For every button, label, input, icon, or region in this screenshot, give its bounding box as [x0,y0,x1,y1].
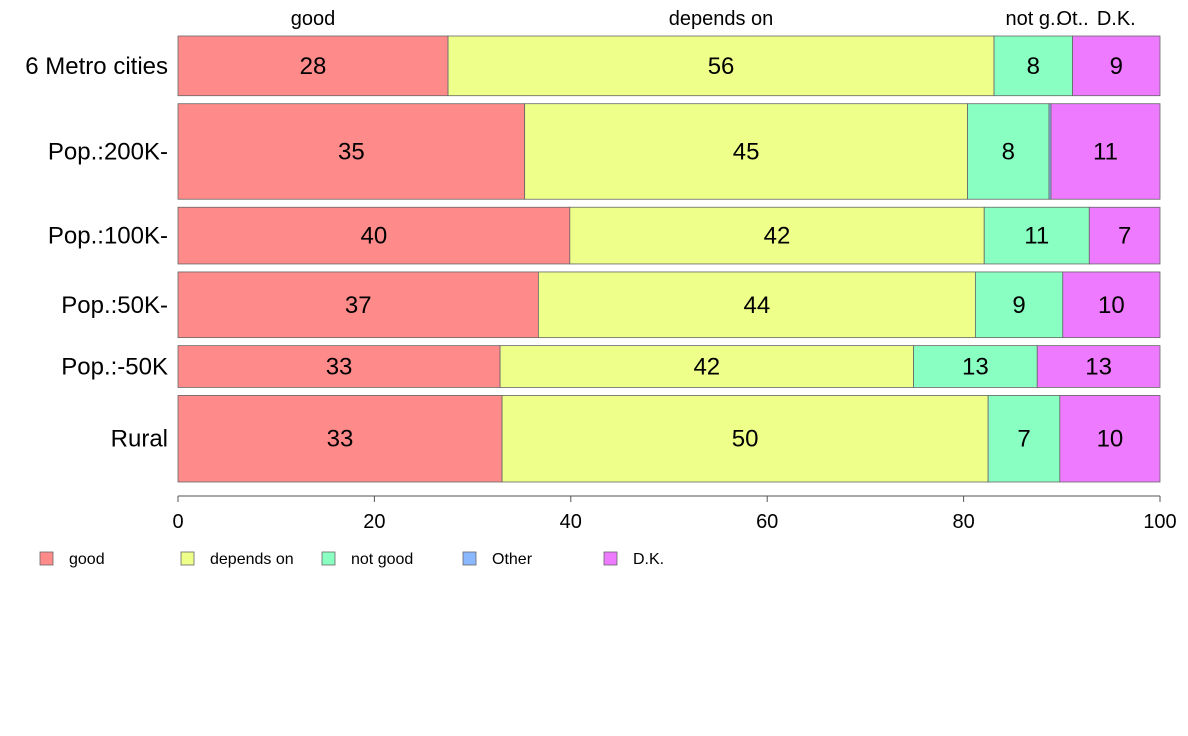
x-tick-label-80: 80 [952,511,974,533]
bar-segment-pop-100k-not-good [983,206,1090,265]
bar-segment-pop-200k-good [177,103,526,200]
legend-label-good: good [69,551,105,568]
bar-segment-rural-good [177,395,503,483]
segment-label-pop-50k-depends-on: 44 [744,292,771,319]
x-tick-label-100: 100 [1143,511,1176,533]
legend-swatch-depends-on [180,551,195,566]
x-tick-label-40: 40 [560,511,582,533]
bar-segment-6-metro-cities-depends-on [447,35,995,97]
segment-labels-layer: 28 56 8 9 35 45 8 11 40 42 11 7 37 44 9 10 33 42 13 13 33 50 7… [300,53,1132,453]
top-label-good: good [291,8,336,30]
bars-layer [177,35,1161,483]
row-label-pop-100k: Pop.:100K- [48,223,168,250]
bar-segment-pop-200k-d-k [1050,103,1161,200]
bar-segment-pop-50k-depends-on [499,345,914,388]
segment-label-pop-50k-d-k: 10 [1098,292,1125,319]
legend: good depends on not good Other D.K. [39,551,664,568]
segment-label-rural-depends-on: 50 [732,426,759,453]
bar-segment-pop-100k-d-k [1088,206,1161,265]
bar-segment-6-metro-cities-d-k [1072,35,1161,97]
segment-label-rural-d-k: 10 [1097,426,1124,453]
segment-label-rural-good: 33 [327,426,354,453]
bar-segment-6-metro-cities-good [177,35,449,97]
segment-label-pop-50k-good: 33 [326,354,353,381]
bar-segment-pop-50k-good [177,271,539,339]
x-axis: 0 20 40 60 80 100 [172,495,1177,533]
legend-label-not-good: not good [351,551,413,568]
bar-segment-pop-200k-depends-on [524,103,968,200]
bar-segment-rural-depends-on [501,395,989,483]
segment-label-pop-100k-d-k: 7 [1118,223,1131,250]
bar-segment-pop-100k-depends-on [569,206,985,265]
bar-segment-pop-50k-not-good [974,271,1064,339]
top-label-d-k: D.K. [1097,8,1136,30]
segment-label-pop-100k-good: 40 [361,223,388,250]
legend-label-d-k: D.K. [633,551,664,568]
legend-swatch-good [39,551,54,566]
bar-segment-rural-d-k [1059,395,1161,483]
segment-label-6-metro-cities-d-k: 9 [1110,53,1123,80]
x-tick-label-60: 60 [756,511,778,533]
segment-label-pop-50k-not-good: 9 [1012,292,1025,319]
row-label-pop-50k: Pop.:-50K [61,354,168,381]
top-label-other: Ot.. [1056,8,1088,30]
row-label-pop-200k: Pop.:200K- [48,138,168,165]
segment-label-pop-200k-depends-on: 45 [733,138,760,165]
bar-segment-pop-50k-d-k [1062,271,1161,339]
segment-label-rural-not-good: 7 [1017,426,1030,453]
segment-label-6-metro-cities-not-good: 8 [1027,53,1040,80]
legend-swatch-d-k [603,551,618,566]
segment-label-pop-50k-depends-on: 42 [693,354,720,381]
row-label-rural: Rural [111,426,168,453]
bar-segment-pop-100k-good [177,206,571,265]
legend-swatch-not-good [321,551,336,566]
bar-segment-6-metro-cities-not-good [993,35,1074,97]
segment-label-pop-50k-d-k: 13 [1085,354,1112,381]
segment-label-pop-100k-not-good: 11 [1024,223,1049,250]
segment-label-pop-100k-depends-on: 42 [764,223,791,250]
legend-label-other: Other [492,551,533,568]
top-label-depends-on: depends on [669,8,774,30]
top-labels-layer: good depends on not g..Ot.. D.K. [291,8,1136,30]
segment-label-pop-200k-good: 35 [338,138,365,165]
row-label-pop-50k: Pop.:50K- [61,292,168,319]
segment-label-pop-50k-not-good: 13 [962,354,989,381]
segment-label-6-metro-cities-depends-on: 56 [708,53,735,80]
legend-label-depends-on: depends on [210,551,294,568]
x-tick-label-0: 0 [172,511,183,533]
bar-segment-pop-50k-d-k [1036,345,1161,388]
row-labels-layer: 6 Metro cities Pop.:200K- Pop.:100K- Pop.:5… [25,53,168,453]
row-label-6-metro-cities: 6 Metro cities [25,53,168,80]
segment-label-pop-200k-d-k: 11 [1093,138,1118,165]
segment-label-pop-50k-good: 37 [345,292,372,319]
top-label-not-good: not g.. [1006,8,1062,30]
legend-swatch-other [462,551,477,566]
bar-segment-pop-50k-not-good [913,345,1038,388]
segment-label-pop-200k-not-good: 8 [1002,138,1015,165]
bar-segment-pop-50k-depends-on [537,271,976,339]
bar-segment-pop-200k-not-good [967,103,1050,200]
x-tick-label-20: 20 [363,511,385,533]
segment-label-6-metro-cities-good: 28 [300,53,327,80]
